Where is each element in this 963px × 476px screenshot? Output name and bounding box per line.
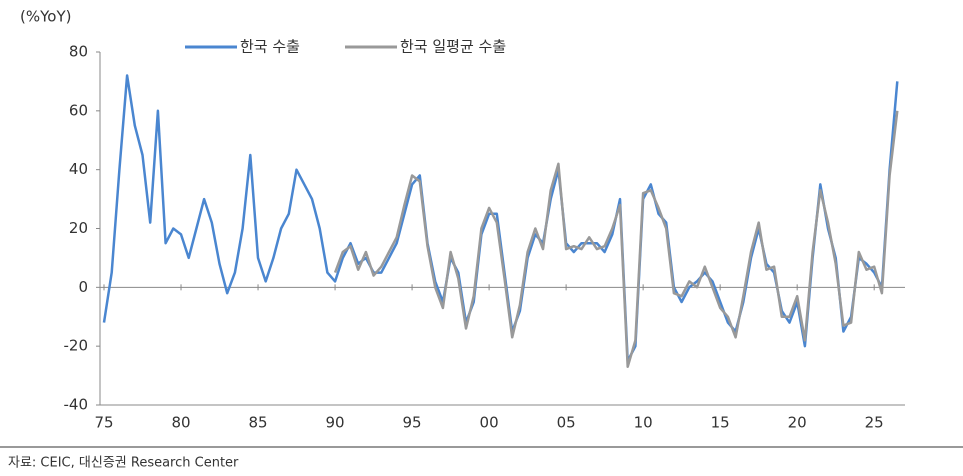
series-line — [333, 110, 899, 369]
legend-label: 한국 일평균 수출 — [400, 38, 506, 56]
y-tick-label: 0 — [78, 278, 88, 296]
y-tick-label: 60 — [69, 101, 88, 119]
x-tick-label: 90 — [326, 414, 345, 432]
y-tick-label: 40 — [69, 160, 88, 178]
x-tick-label: 25 — [865, 414, 884, 432]
x-tick-label: 15 — [711, 414, 730, 432]
y-tick-label: 20 — [69, 219, 88, 237]
x-tick-label: 80 — [171, 414, 190, 432]
x-tick-label: 10 — [634, 414, 653, 432]
legend-label: 한국 수출 — [240, 38, 300, 56]
source-note: 자료: CEIC, 대신증권 Research Center — [8, 456, 239, 471]
y-tick-label: 80 — [69, 43, 88, 61]
y-tick-label: -20 — [64, 337, 89, 355]
x-tick-label: 05 — [557, 414, 576, 432]
series-line — [102, 74, 899, 363]
x-tick-label: 75 — [94, 414, 113, 432]
x-tick-label: 85 — [248, 414, 267, 432]
x-tick-label: 00 — [480, 414, 499, 432]
y-axis-label: (%YoY) — [20, 8, 71, 26]
x-tick-label: 20 — [788, 414, 807, 432]
x-tick-label: 95 — [403, 414, 422, 432]
y-tick-label: -40 — [64, 396, 89, 414]
